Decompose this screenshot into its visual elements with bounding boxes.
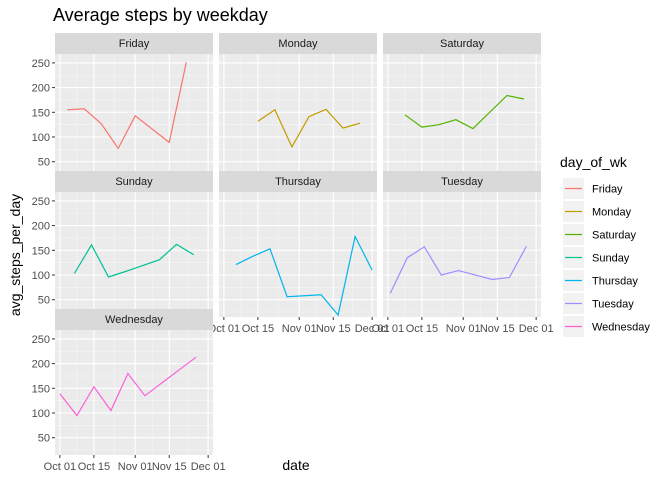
y-tick-label: 50 (38, 433, 50, 445)
legend-item-sunday: Sunday (563, 247, 630, 268)
legend-item-monday: Monday (563, 201, 632, 222)
x-tick-label: Oct 01 (44, 461, 76, 473)
legend-item-saturday: Saturday (563, 224, 637, 245)
x-tick-label: Nov 15 (316, 323, 351, 335)
panel-background (219, 54, 377, 179)
legend: day_of_wk Friday Monday Saturday Sunday Thur… (560, 154, 650, 337)
x-tick-label: Nov 01 (282, 323, 317, 335)
y-tick-label: 150 (32, 107, 50, 119)
y-tick-label: 50 (38, 295, 50, 307)
y-tick-label: 150 (32, 245, 50, 257)
legend-label: Monday (592, 207, 632, 219)
facet-strip-label: Sunday (115, 176, 153, 188)
x-tick-label: Oct 15 (242, 323, 274, 335)
y-tick-label: 250 (32, 58, 50, 70)
legend-label: Thursday (592, 276, 638, 288)
x-tick-label: Nov 01 (446, 323, 481, 335)
y-tick-label: 250 (32, 196, 50, 208)
x-tick-label: Oct 01 (372, 323, 404, 335)
x-tick-label: Oct 15 (406, 323, 438, 335)
legend-label: Saturday (592, 230, 637, 242)
y-tick-label: 100 (32, 132, 50, 144)
legend-item-wednesday: Wednesday (563, 316, 650, 337)
legend-label: Sunday (592, 253, 630, 265)
facet-strip-label: Friday (119, 38, 150, 50)
legend-item-tuesday: Tuesday (563, 293, 634, 314)
facet-strip-label: Tuesday (441, 176, 483, 188)
facet-strip-label: Saturday (440, 38, 485, 50)
legend-label: Friday (592, 184, 623, 196)
facet-strip-label: Thursday (275, 176, 321, 188)
y-tick-label: 150 (32, 383, 50, 395)
chart-title: Average steps by weekday (53, 5, 268, 25)
y-tick-label: 50 (38, 157, 50, 169)
facet-sunday: Sunday 50 100 150 200 250 (32, 171, 213, 320)
y-tick-label: 200 (32, 359, 50, 371)
facet-strip-label: Wednesday (105, 314, 163, 326)
facet-saturday: Saturday (383, 33, 541, 182)
y-tick-label: 100 (32, 408, 50, 420)
panel-background (219, 192, 377, 317)
panel-background (55, 330, 213, 455)
legend-item-friday: Friday (563, 178, 623, 199)
facet-monday: Monday (219, 33, 377, 182)
facet-friday: Friday 50 100 150 200 250 (32, 33, 213, 182)
panel-background (383, 192, 541, 317)
panel-background (55, 192, 213, 317)
x-tick-label: Nov 01 (118, 461, 153, 473)
x-tick-label: Nov 15 (480, 323, 515, 335)
facet-tuesday: Tuesday Oct 01 Oct 15 Nov 01 Nov 15 Dec 01 (372, 171, 554, 335)
y-tick-label: 200 (32, 221, 50, 233)
x-tick-label: Oct 15 (78, 461, 110, 473)
y-tick-label: 250 (32, 334, 50, 346)
x-tick-label: Dec 01 (191, 461, 226, 473)
y-tick-label: 100 (32, 270, 50, 282)
facet-wednesday: Wednesday 50 100 150 200 250 Oct 01 Oct 15 Nov 0… (32, 309, 226, 473)
facet-strip-label: Monday (278, 38, 318, 50)
legend-title: day_of_wk (560, 154, 628, 170)
y-tick-label: 200 (32, 83, 50, 95)
x-tick-label: Dec 01 (519, 323, 554, 335)
legend-item-thursday: Thursday (563, 270, 638, 291)
legend-label: Tuesday (592, 299, 634, 311)
facet-panels: Friday 50 100 150 200 250 Monday Saturday Sunday… (32, 33, 554, 473)
panel-background (55, 54, 213, 179)
y-axis-title: avg_steps_per_day (7, 194, 23, 316)
x-axis-title: date (282, 457, 309, 473)
legend-label: Wednesday (592, 322, 650, 334)
x-tick-label: Nov 15 (152, 461, 187, 473)
